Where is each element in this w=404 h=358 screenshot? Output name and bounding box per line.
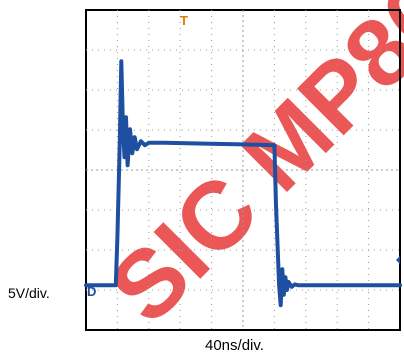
trigger-marker: T xyxy=(180,13,188,28)
watermark-text: SIC MP86 xyxy=(90,0,404,343)
waveform-trace-0 xyxy=(84,59,402,308)
trace-layer xyxy=(84,59,402,308)
grid xyxy=(86,10,400,330)
channel-ground-marker: D xyxy=(87,284,96,299)
trigger-level-marker xyxy=(396,256,400,264)
x-axis-scale-label: 40ns/div. xyxy=(205,337,264,354)
watermark: SIC MP86 xyxy=(90,0,404,343)
y-axis-scale-label: 5V/div. xyxy=(8,285,50,301)
